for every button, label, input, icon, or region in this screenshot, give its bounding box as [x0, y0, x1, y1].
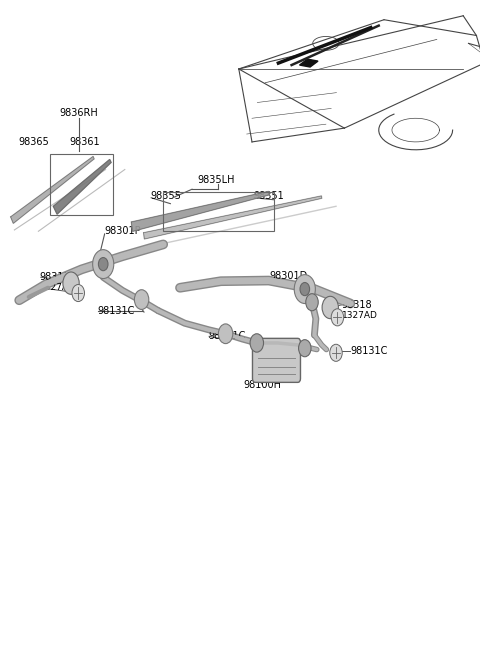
Text: 98301P: 98301P	[105, 226, 141, 237]
Text: 1327AD: 1327AD	[40, 283, 76, 292]
Text: 98355: 98355	[150, 191, 181, 202]
Text: 9835LH: 9835LH	[197, 175, 235, 185]
Text: 98301D: 98301D	[270, 271, 308, 281]
Text: 98100H: 98100H	[243, 380, 281, 390]
Circle shape	[72, 284, 84, 302]
Bar	[50, 154, 113, 215]
Text: 98131C: 98131C	[209, 330, 246, 341]
Circle shape	[330, 344, 342, 361]
Circle shape	[98, 258, 108, 271]
Polygon shape	[300, 59, 318, 67]
Polygon shape	[11, 156, 94, 223]
Circle shape	[218, 324, 233, 344]
Text: 98318: 98318	[40, 272, 71, 283]
Circle shape	[331, 309, 344, 326]
Bar	[163, 192, 274, 231]
Circle shape	[299, 340, 311, 357]
Text: 98351: 98351	[253, 191, 284, 202]
Circle shape	[294, 275, 315, 304]
Text: 9836RH: 9836RH	[60, 108, 98, 118]
Polygon shape	[144, 196, 322, 239]
Circle shape	[250, 334, 264, 352]
Circle shape	[93, 250, 114, 279]
Text: 98365: 98365	[18, 137, 49, 147]
Circle shape	[63, 272, 79, 294]
Text: 1327AD: 1327AD	[342, 311, 378, 320]
Text: 98131C: 98131C	[97, 306, 135, 316]
Polygon shape	[53, 160, 111, 214]
Text: 98318: 98318	[342, 300, 372, 310]
Text: 98131C: 98131C	[350, 346, 388, 356]
Circle shape	[322, 296, 338, 319]
Polygon shape	[132, 191, 269, 231]
FancyBboxPatch shape	[252, 338, 300, 382]
Circle shape	[300, 283, 310, 296]
Circle shape	[134, 290, 149, 309]
Text: 98361: 98361	[70, 137, 100, 147]
Circle shape	[306, 294, 318, 311]
